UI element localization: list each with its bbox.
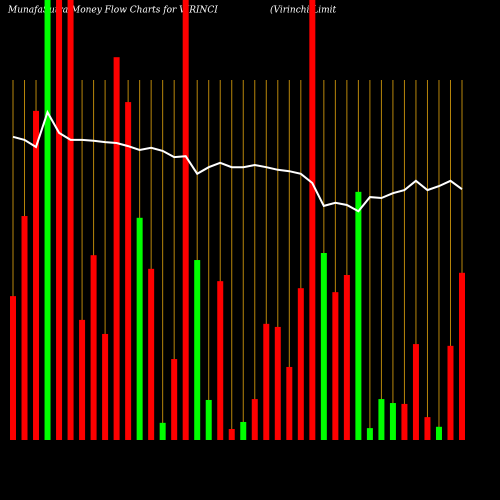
bar bbox=[44, 0, 51, 440]
bar bbox=[332, 292, 339, 440]
chart-subtitle: (Virinchi Limit bbox=[270, 5, 337, 16]
bar bbox=[447, 345, 454, 440]
bar bbox=[297, 288, 304, 440]
bar bbox=[67, 0, 74, 440]
bar bbox=[412, 344, 419, 440]
bar bbox=[159, 422, 166, 440]
bar bbox=[251, 399, 258, 440]
bar bbox=[33, 110, 40, 440]
bar bbox=[435, 426, 442, 440]
bar bbox=[136, 217, 143, 440]
bar bbox=[286, 366, 293, 440]
money-flow-line bbox=[12, 109, 463, 213]
bar bbox=[366, 428, 373, 440]
bar bbox=[194, 260, 201, 440]
plot bbox=[10, 0, 465, 440]
bar bbox=[401, 403, 408, 440]
bar bbox=[424, 417, 431, 440]
bar bbox=[274, 326, 281, 440]
bar bbox=[217, 281, 224, 440]
bar bbox=[79, 319, 86, 440]
bar bbox=[205, 399, 212, 440]
bar bbox=[21, 216, 28, 440]
bar bbox=[228, 429, 235, 440]
bar bbox=[309, 0, 316, 440]
bar bbox=[56, 0, 63, 440]
bar bbox=[378, 399, 385, 440]
bar bbox=[102, 333, 109, 440]
bar bbox=[240, 421, 247, 440]
bar bbox=[148, 268, 155, 440]
bar bbox=[10, 296, 16, 440]
bar bbox=[113, 57, 120, 440]
bar bbox=[263, 323, 270, 440]
bar bbox=[389, 403, 396, 440]
bar bbox=[182, 0, 189, 440]
bar bbox=[90, 255, 97, 440]
bar bbox=[343, 275, 350, 440]
bar bbox=[355, 191, 362, 440]
bar bbox=[459, 272, 465, 440]
chart-title: MunafaSutra Money Flow Charts for VIRINC… bbox=[7, 6, 218, 16]
bar bbox=[320, 253, 327, 440]
bar bbox=[171, 359, 178, 440]
bar bbox=[125, 102, 132, 440]
